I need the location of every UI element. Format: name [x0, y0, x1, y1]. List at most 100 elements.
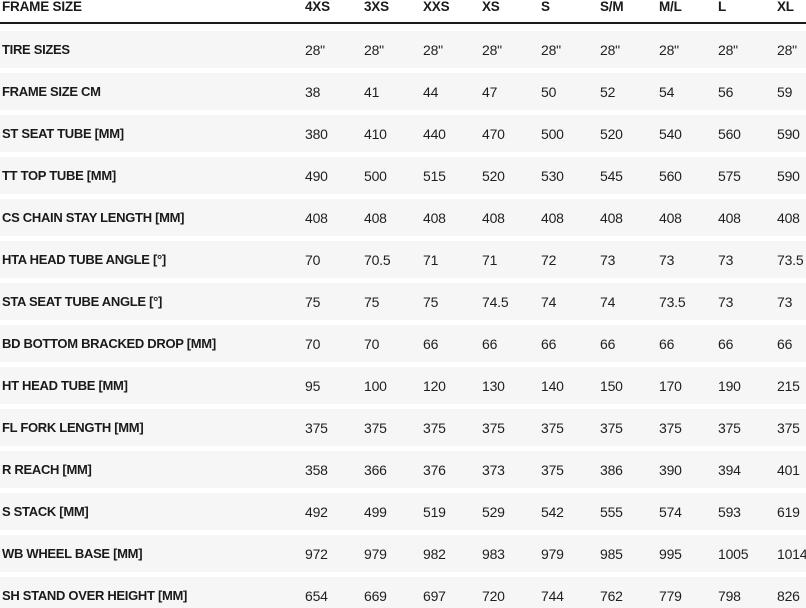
table-body: TIRE SIZES 28" 28" 28" 28" 28" 28" 28" 28" 28" FRA… — [0, 24, 806, 608]
value-cell: 972 — [305, 545, 328, 562]
value-cell: 73.5 — [777, 251, 804, 268]
value-cell: 654 — [305, 587, 328, 604]
value-cell: 190 — [718, 377, 741, 394]
value-cell: 375 — [541, 419, 564, 436]
value-cell: 66 — [541, 335, 557, 352]
value-cell: 593 — [718, 503, 741, 520]
value-cell: 66 — [718, 335, 734, 352]
size-header-cell: S/M — [600, 0, 624, 14]
value-cell: 545 — [600, 167, 623, 184]
value-cell: 71 — [423, 251, 439, 268]
value-cell: 70 — [305, 335, 321, 352]
value-cell: 519 — [423, 503, 446, 520]
row-label: FL FORK LENGTH [MM] — [2, 420, 144, 435]
value-cell: 52 — [600, 83, 616, 100]
table-row: CS CHAIN STAY LENGTH [MM] 408 408 408 408 408… — [0, 199, 806, 236]
table-row: TT TOP TUBE [MM] 490 500 515 520 530 545 560 575… — [0, 157, 806, 194]
value-cell: 74.5 — [482, 293, 509, 310]
value-cell: 408 — [364, 209, 387, 226]
value-cell: 28" — [541, 41, 561, 58]
table-row: BD BOTTOM BRACKED DROP [MM] 70 70 66 66 66 66 6… — [0, 325, 806, 362]
value-cell: 59 — [777, 83, 793, 100]
value-cell: 375 — [600, 419, 623, 436]
value-cell: 28" — [423, 41, 443, 58]
value-cell: 744 — [541, 587, 564, 604]
value-cell: 66 — [600, 335, 616, 352]
value-cell: 520 — [600, 125, 623, 142]
value-cell: 983 — [482, 545, 505, 562]
value-cell: 66 — [482, 335, 498, 352]
value-cell: 380 — [305, 125, 328, 142]
row-label: FRAME SIZE CM — [2, 84, 101, 99]
value-cell: 1005 — [718, 545, 749, 562]
table-row: S STACK [MM] 492 499 519 529 542 555 574 593 619 — [0, 493, 806, 530]
table-row: R REACH [MM] 358 366 376 373 375 386 390 394 401 — [0, 451, 806, 488]
value-cell: 982 — [423, 545, 446, 562]
value-cell: 73 — [718, 293, 734, 310]
row-label: SH STAND OVER HEIGHT [MM] — [2, 588, 188, 603]
size-header-cell: XL — [777, 0, 794, 14]
size-header-cell: XXS — [423, 0, 450, 14]
value-cell: 376 — [423, 461, 446, 478]
value-cell: 28" — [305, 41, 325, 58]
table-row: STA SEAT TUBE ANGLE [°] 75 75 75 74.5 74 74 73.… — [0, 283, 806, 320]
row-label: WB WHEEL BASE [MM] — [2, 546, 143, 561]
value-cell: 408 — [659, 209, 682, 226]
value-cell: 28" — [600, 41, 620, 58]
value-cell: 499 — [364, 503, 387, 520]
row-label: S STACK [MM] — [2, 504, 89, 519]
value-cell: 979 — [541, 545, 564, 562]
value-cell: 440 — [423, 125, 446, 142]
value-cell: 408 — [305, 209, 328, 226]
size-header-cell: XS — [482, 0, 500, 14]
value-cell: 410 — [364, 125, 387, 142]
value-cell: 375 — [659, 419, 682, 436]
value-cell: 555 — [600, 503, 623, 520]
value-cell: 560 — [718, 125, 741, 142]
value-cell: 386 — [600, 461, 623, 478]
value-cell: 762 — [600, 587, 623, 604]
value-cell: 72 — [541, 251, 557, 268]
value-cell: 71 — [482, 251, 498, 268]
value-cell: 697 — [423, 587, 446, 604]
value-cell: 70.5 — [364, 251, 391, 268]
table-row: HTA HEAD TUBE ANGLE [°] 70 70.5 71 71 72 73 73 7… — [0, 241, 806, 278]
value-cell: 66 — [777, 335, 793, 352]
size-header-cell: 3XS — [364, 0, 389, 14]
value-cell: 408 — [777, 209, 800, 226]
value-cell: 95 — [305, 377, 321, 394]
value-cell: 73 — [600, 251, 616, 268]
row-label: CS CHAIN STAY LENGTH [MM] — [2, 210, 185, 225]
value-cell: 28" — [659, 41, 679, 58]
value-cell: 492 — [305, 503, 328, 520]
table-row: FRAME SIZE CM 38 41 44 47 50 52 54 56 59 — [0, 73, 806, 110]
value-cell: 54 — [659, 83, 675, 100]
value-cell: 590 — [777, 125, 800, 142]
value-cell: 70 — [364, 335, 380, 352]
value-cell: 47 — [482, 83, 498, 100]
value-cell: 73 — [659, 251, 675, 268]
row-label: BD BOTTOM BRACKED DROP [MM] — [2, 336, 216, 351]
row-label: R REACH [MM] — [2, 462, 92, 477]
value-cell: 669 — [364, 587, 387, 604]
value-cell: 28" — [364, 41, 384, 58]
value-cell: 375 — [777, 419, 800, 436]
value-cell: 798 — [718, 587, 741, 604]
value-cell: 375 — [718, 419, 741, 436]
value-cell: 75 — [423, 293, 439, 310]
size-header-cell: 4XS — [305, 0, 330, 14]
value-cell: 28" — [718, 41, 738, 58]
value-cell: 170 — [659, 377, 682, 394]
size-header-cell: M/L — [659, 0, 682, 14]
size-header-cell: L — [718, 0, 727, 14]
value-cell: 358 — [305, 461, 328, 478]
value-cell: 401 — [777, 461, 800, 478]
value-cell: 408 — [541, 209, 564, 226]
value-cell: 826 — [777, 587, 800, 604]
value-cell: 73.5 — [659, 293, 686, 310]
value-cell: 66 — [423, 335, 439, 352]
value-cell: 50 — [541, 83, 557, 100]
value-cell: 390 — [659, 461, 682, 478]
value-cell: 470 — [482, 125, 505, 142]
